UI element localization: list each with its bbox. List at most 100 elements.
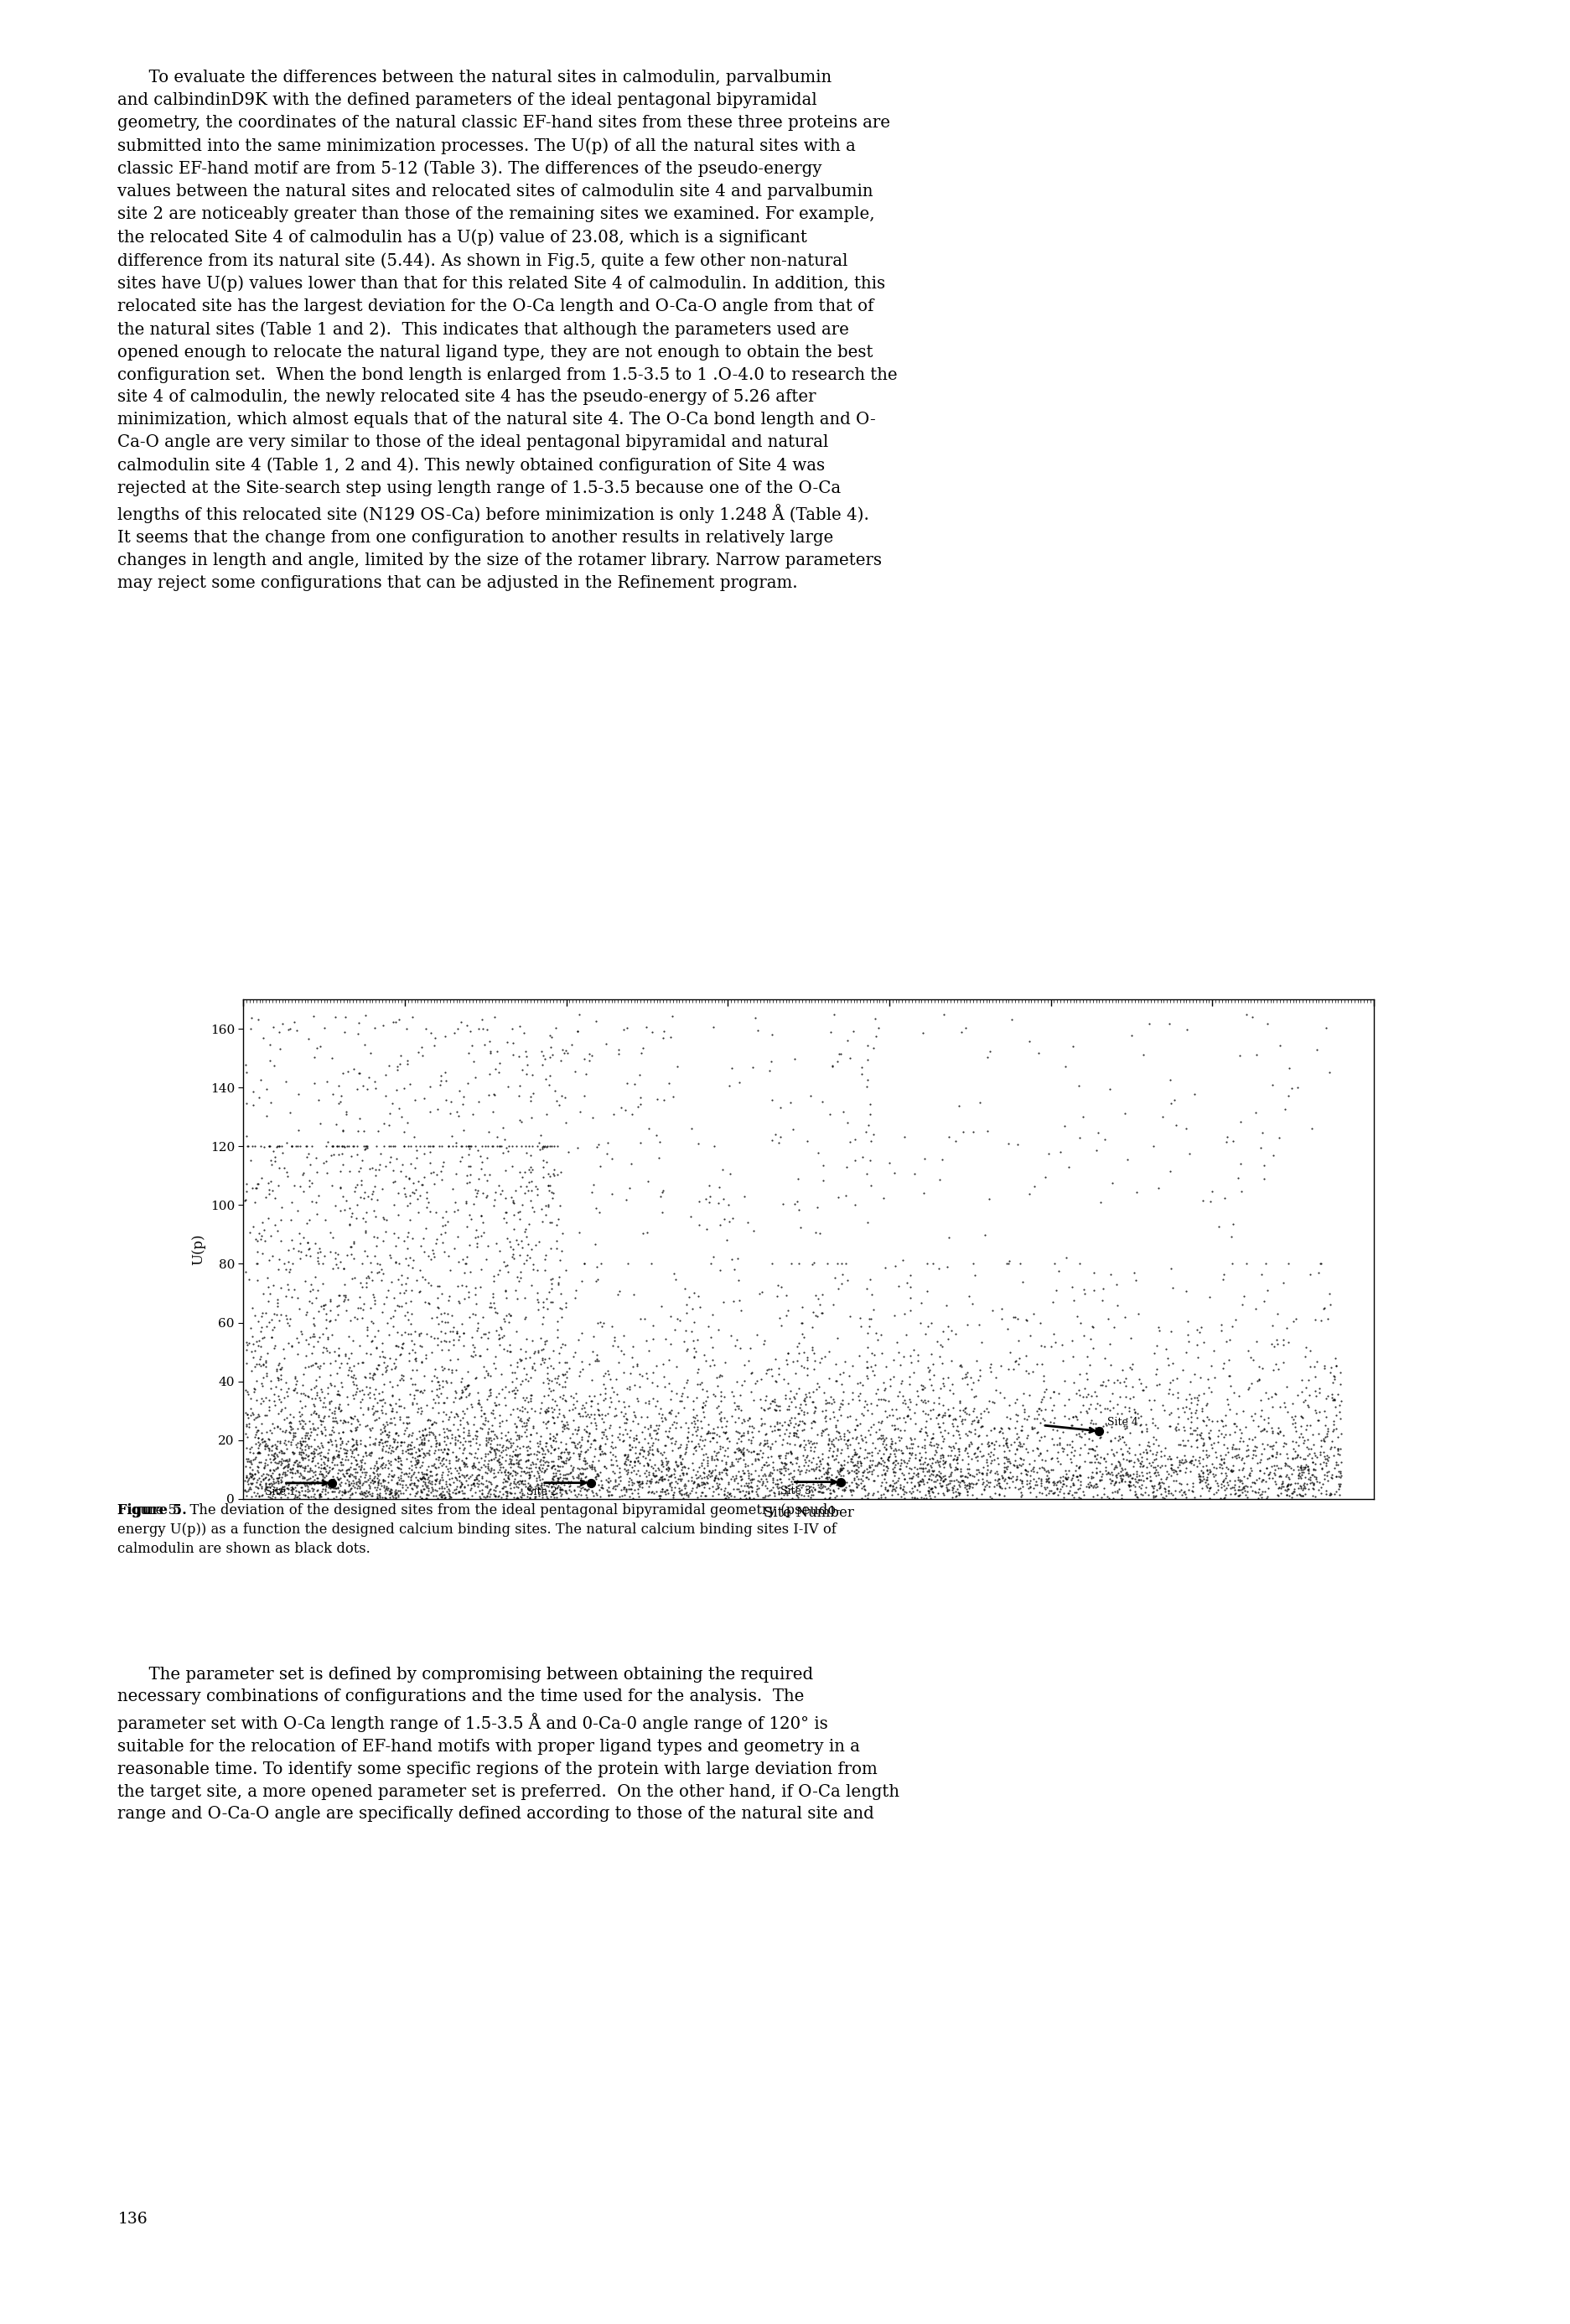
Point [1097,1392,1123,1429]
Point [360,1174,385,1211]
Point [1289,1373,1314,1411]
Point [526,1290,551,1327]
Point [234,1164,259,1202]
Point [414,1476,440,1513]
Point [835,1023,860,1060]
Point [355,1239,380,1276]
Point [361,1459,386,1497]
Point [904,1373,929,1411]
Point [410,1327,435,1364]
Point [325,1355,350,1392]
Point [885,1418,911,1455]
Point [532,1041,557,1078]
Point [305,1243,330,1281]
Point [645,1432,670,1469]
Point [462,1462,487,1499]
Point [940,1390,966,1427]
Point [630,1215,655,1253]
Point [824,1346,849,1383]
Point [956,1455,981,1492]
Point [465,1313,490,1350]
Point [567,1095,592,1132]
Point [374,1057,399,1095]
Point [430,1199,455,1236]
Point [378,1443,403,1480]
Point [666,1446,691,1483]
Point [466,1457,491,1494]
Point [1039,1392,1064,1429]
Point [1022,1441,1047,1478]
Point [283,1469,308,1506]
Point [270,1413,295,1450]
Point [515,1392,540,1429]
Point [590,1415,615,1452]
Point [493,1195,518,1232]
Point [617,1432,642,1469]
Point [1134,1434,1159,1471]
Point [550,1325,575,1362]
Point [1184,1394,1209,1432]
Point [1231,1443,1256,1480]
Point [338,1448,363,1485]
Point [1107,1464,1132,1501]
Point [416,1239,441,1276]
Point [407,1390,432,1427]
Point [1220,1452,1245,1490]
Point [1280,1069,1305,1106]
Point [1097,1455,1123,1492]
Point [250,1346,275,1383]
Point [316,1434,341,1471]
Point [1239,1471,1264,1508]
Point [656,1450,681,1487]
Point [667,1301,692,1339]
Point [399,1283,424,1320]
Point [728,1434,754,1471]
Point [257,1127,283,1164]
Point [838,1441,864,1478]
Point [865,1009,890,1046]
Point [518,1153,543,1190]
Point [846,1459,871,1497]
Point [556,1434,581,1471]
Point [369,1439,394,1476]
Point [793,1432,818,1469]
Point [724,1471,749,1508]
Point [509,1473,534,1511]
Point [721,1199,746,1236]
Point [388,1334,413,1371]
Point [929,1346,955,1383]
Point [1174,1315,1199,1353]
Point [995,1311,1020,1348]
Point [432,1385,457,1422]
Point [1275,1476,1300,1513]
Point [951,1464,977,1501]
Point [832,1441,857,1478]
Point [824,1362,849,1399]
Point [372,1466,397,1504]
Point [471,1213,496,1250]
Point [732,1401,757,1439]
Point [327,1390,352,1427]
Point [994,1425,1019,1462]
Point [933,1459,958,1497]
Point [451,1413,476,1450]
Point [568,1418,593,1455]
Point [432,1053,457,1090]
Point [914,1476,939,1513]
Point [862,1462,887,1499]
Point [535,1443,560,1480]
Point [499,1473,524,1511]
Point [936,1466,961,1504]
Point [427,1425,452,1462]
Point [300,1346,325,1383]
Point [1058,1425,1083,1462]
Point [383,1415,408,1452]
Point [454,1157,479,1195]
Point [534,1404,559,1441]
Point [1008,1425,1033,1462]
Point [325,1236,350,1274]
Point [1286,1457,1311,1494]
Point [1291,1466,1316,1504]
Point [1181,1464,1206,1501]
Point [1115,1411,1140,1448]
